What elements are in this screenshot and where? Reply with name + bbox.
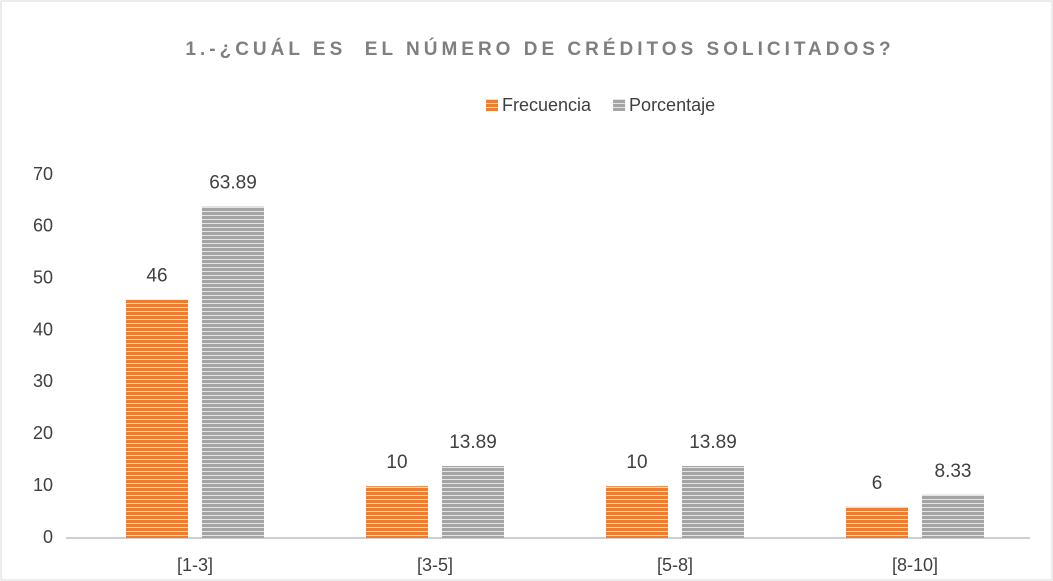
- data-label: 6: [872, 473, 883, 494]
- bar: [126, 299, 188, 538]
- y-tick-label: 50: [33, 267, 53, 287]
- data-label: 10: [626, 452, 647, 473]
- data-label: 13.89: [689, 432, 737, 453]
- y-tick-label: 70: [33, 164, 53, 184]
- bar: [442, 465, 504, 538]
- data-label: 63.89: [209, 173, 257, 194]
- data-label: 13.89: [449, 432, 497, 453]
- chart-title: 1.-¿CUÁL ES EL NÚMERO DE CRÉDITOS SOLICI…: [185, 38, 894, 60]
- y-tick-label: 0: [43, 527, 53, 547]
- legend-swatch: [486, 99, 498, 111]
- data-label: 46: [146, 265, 167, 286]
- legend-label: Porcentaje: [629, 95, 715, 115]
- x-tick-label: [5-8]: [657, 555, 693, 575]
- legend-swatch: [613, 99, 626, 111]
- x-tick-label: [3-5]: [417, 555, 453, 575]
- y-tick-label: 60: [33, 216, 53, 236]
- data-label: 10: [386, 452, 407, 473]
- bar: [682, 465, 744, 538]
- x-tick-label: [1-3]: [177, 555, 213, 575]
- x-tick-label: [8-10]: [892, 555, 938, 575]
- bar: [606, 486, 668, 538]
- bar: [922, 494, 984, 538]
- y-tick-label: 40: [33, 319, 53, 339]
- bar: [846, 506, 908, 538]
- y-tick-label: 20: [33, 423, 53, 443]
- bar: [202, 206, 264, 539]
- y-tick-label: 30: [33, 371, 53, 391]
- bar: [366, 486, 428, 538]
- data-label: 8.33: [935, 461, 972, 482]
- y-tick-label: 10: [33, 475, 53, 495]
- legend-label: Frecuencia: [502, 95, 592, 115]
